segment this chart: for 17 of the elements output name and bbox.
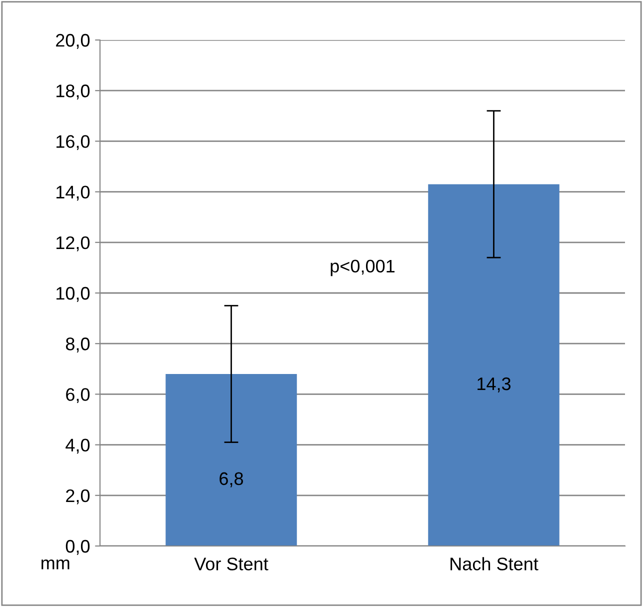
y-tick-label: 4,0 [66,438,90,454]
data-label: 14,3 [478,377,511,392]
y-axis-title: mm [42,559,70,570]
x-tick-label: Nach Stent [450,557,538,570]
y-tick-label: 6,0 [66,388,90,404]
y-tick-label: 2,0 [66,489,90,504]
data-label: 6,8 [220,472,244,488]
y-tick-label: 0,0 [66,540,90,555]
x-tick-label: Vor Stent [194,558,268,570]
y-tick-label: 10,0 [56,286,90,302]
y-tick-label: 12,0 [56,236,90,252]
y-tick-label: 18,0 [56,84,90,100]
y-tick-label: 8,0 [66,338,90,352]
annotation: p<0,001 [330,260,395,276]
y-tick-label: 20,0 [56,34,90,49]
y-tick-label: 14,0 [56,186,90,201]
y-tick-label: 16,0 [56,135,90,150]
